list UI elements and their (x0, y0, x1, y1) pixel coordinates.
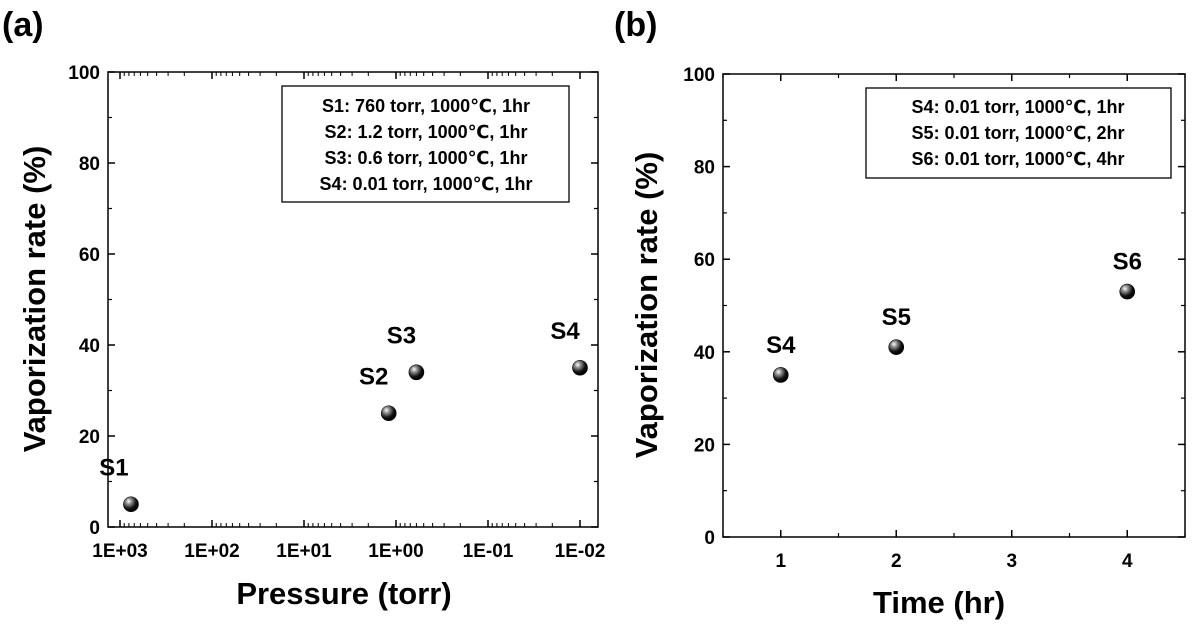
panel-a-legend-line: S3: 0.6 torr, 1000℃, 1hr (325, 148, 528, 168)
y-tick-label: 60 (694, 250, 715, 271)
panel-b-legend: S4: 0.01 torr, 1000℃, 1hr S5: 0.01 torr,… (865, 87, 1172, 179)
data-label-s4: S4 (550, 318, 580, 345)
y-tick-label: 100 (683, 65, 715, 86)
panel-b-label: (b) (614, 6, 657, 44)
panel-b-data-points: S4 S5 S6 (766, 249, 1142, 383)
data-point-s3 (408, 364, 425, 381)
panel-a-y-axis: 0 20 40 60 80 100 (68, 63, 598, 539)
data-point-s1 (123, 496, 139, 513)
data-label-s3: S3 (387, 322, 416, 349)
x-tick-label: 4 (1122, 551, 1133, 572)
panel-a-y-axis-title: Vaporization rate (%) (17, 146, 52, 453)
y-tick-label: 20 (694, 435, 715, 456)
panel-a-data-points: S1 S2 S3 S4 (99, 318, 588, 513)
data-label-s4: S4 (766, 332, 796, 359)
y-tick-label: 80 (79, 154, 100, 175)
panel-a-label: (a) (2, 6, 44, 44)
panel-b-legend-line: S4: 0.01 torr, 1000℃, 1hr (912, 97, 1125, 117)
data-point-s5 (888, 339, 905, 355)
x-tick-label: 1E+01 (276, 541, 332, 562)
panel-b-legend-line: S6: 0.01 torr, 1000℃, 4hr (912, 149, 1125, 169)
data-label-s6: S6 (1113, 249, 1142, 276)
panel-a-legend-box (281, 85, 570, 203)
panel-b-legend-box (865, 87, 1172, 179)
panel-a-x-axis-title: Pressure (torr) (236, 576, 451, 611)
panel-a-legend-line: S2: 1.2 torr, 1000℃, 1hr (325, 122, 528, 142)
x-tick-label: 3 (1006, 551, 1017, 572)
data-point-s4 (572, 359, 588, 376)
x-tick-label: 1E+02 (184, 541, 239, 562)
panel-a-legend: S1: 760 torr, 1000℃, 1hr S2: 1.2 torr, 1… (281, 85, 570, 203)
x-tick-label: 1 (775, 551, 786, 572)
panel-a-x-axis: 1E+03 1E+02 1E+01 1E+00 1E-01 1E-02 (92, 72, 605, 562)
data-point-s6 (1119, 283, 1136, 300)
panel-b-legend-line: S5: 0.01 torr, 1000℃, 2hr (912, 123, 1125, 143)
y-tick-label: 20 (79, 427, 100, 448)
panel-a-legend-line: S4: 0.01 torr, 1000℃, 1hr (320, 174, 533, 194)
panel-b: (b) 0 20 40 60 80 100 1 2 3 4 Vaporization rate … (614, 6, 1186, 620)
y-tick-label: 60 (79, 245, 100, 266)
y-tick-label: 0 (704, 528, 715, 549)
x-tick-label: 1E+03 (92, 541, 147, 562)
y-tick-label: 40 (79, 336, 100, 357)
panel-a-legend-line: S1: 760 torr, 1000℃, 1hr (322, 96, 530, 116)
data-label-s5: S5 (882, 304, 911, 331)
panel-a: (a) 0 20 40 60 80 100 1E+03 1E+02 1E+01 1E+00 1E-… (2, 6, 605, 611)
data-label-s1: S1 (99, 454, 128, 481)
x-tick-label: 1E-02 (555, 541, 606, 562)
y-tick-label: 100 (68, 63, 100, 84)
panel-b-y-axis-title: Vaporization rate (%) (629, 152, 664, 459)
data-point-s4 (772, 367, 789, 383)
y-tick-label: 40 (694, 343, 715, 364)
y-tick-label: 80 (694, 158, 715, 179)
panel-b-x-axis: 1 2 3 4 (722, 74, 1186, 572)
x-tick-label: 1E+00 (368, 541, 423, 562)
y-tick-label: 0 (89, 518, 100, 539)
panel-b-y-axis: 0 20 40 60 80 100 (683, 65, 1185, 549)
panel-b-x-axis-title: Time (hr) (873, 585, 1005, 620)
data-point-s2 (380, 405, 397, 422)
data-label-s2: S2 (359, 363, 388, 390)
x-tick-label: 2 (891, 551, 902, 572)
x-tick-label: 1E-01 (463, 541, 514, 562)
